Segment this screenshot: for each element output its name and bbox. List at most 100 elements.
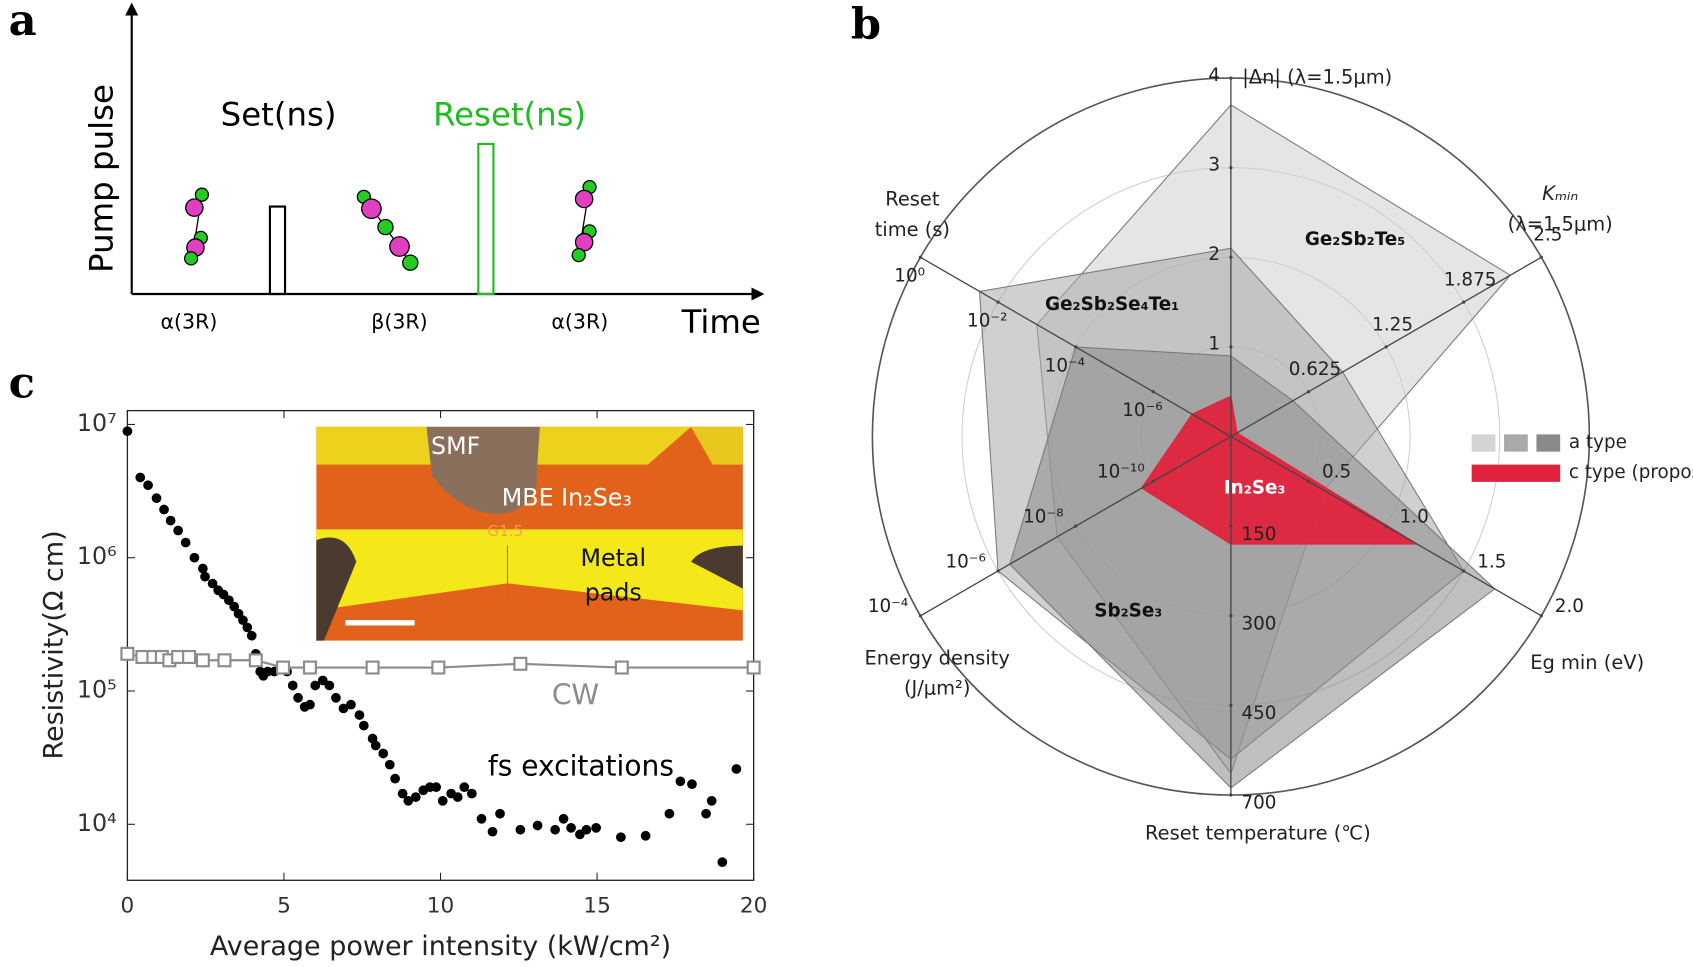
y-tick-label: 10⁶ [77, 542, 117, 570]
inset-label: MBE In₂Se₃ [502, 484, 632, 512]
data-point [302, 660, 317, 675]
data-point [287, 680, 298, 691]
data-point [495, 808, 505, 819]
data-point [581, 824, 592, 835]
panel-a: Pump pulse Time Set(ns) Reset(ns) α(3R) … [82, 2, 765, 341]
tick-mark [1151, 390, 1155, 394]
data-point [173, 525, 183, 536]
data-point [200, 571, 210, 582]
data-point [397, 788, 408, 799]
material-label: Ge₂Sb₂Te₅ [1305, 229, 1405, 250]
fiber [426, 426, 540, 514]
data-point [731, 764, 742, 774]
tick-label: 0.625 [1289, 359, 1342, 380]
data-point [324, 680, 335, 691]
tick-mark [1539, 255, 1543, 259]
data-point [566, 823, 576, 833]
tick-mark [996, 569, 1000, 573]
tick-label: 10⁻¹⁰ [1097, 462, 1145, 483]
data-point [338, 703, 349, 714]
data-point [242, 622, 253, 633]
data-point [151, 493, 162, 503]
tick-label: 10⁻⁴ [868, 596, 908, 617]
tick-label: 1.875 [1444, 270, 1497, 291]
data-point [687, 779, 697, 790]
legend-swatch [1536, 434, 1561, 452]
tick-mark [1229, 524, 1233, 528]
tick-mark [918, 255, 923, 259]
tick-label: 10⁰ [894, 266, 925, 287]
data-point [182, 649, 197, 665]
axis-label: |Δn| (λ=1.5μm) [1242, 66, 1392, 89]
tick-label: 700 [1241, 793, 1276, 814]
tick-label: 10⁻⁶ [945, 551, 985, 572]
probe [316, 537, 357, 641]
data-point [558, 813, 569, 824]
data-point [476, 813, 487, 824]
data-point [403, 795, 414, 806]
tick-label: 450 [1241, 703, 1276, 724]
material-label: Ge₂Sb₂Se₄Te₁ [1045, 294, 1179, 315]
data-point [365, 660, 380, 675]
y-tick-label: 10⁵ [77, 676, 117, 704]
data-point [746, 660, 761, 675]
phase-label: β(3R) [371, 310, 427, 334]
tick-mark [996, 300, 1000, 304]
data-point [346, 699, 356, 710]
data-point [305, 699, 315, 710]
x-tick-label: 0 [121, 894, 135, 919]
axis-label: time (s) [875, 218, 950, 241]
reset-pulse [477, 142, 495, 296]
tick-mark [1384, 524, 1388, 528]
tick-mark [1462, 569, 1466, 573]
material-label: In₂Se₃ [1224, 477, 1286, 498]
polygons [978, 104, 1512, 789]
data-point [532, 820, 543, 831]
set-label: Set(ns) [221, 96, 337, 134]
tick-mark [1229, 255, 1233, 259]
tick-label: 1.5 [1477, 551, 1506, 572]
tick-label: 2 [1208, 244, 1220, 265]
pad-top [691, 426, 743, 465]
inset-label: SMF [431, 432, 480, 460]
phase-label: α(3R) [161, 310, 218, 334]
molecule [571, 179, 597, 263]
tick-mark [1306, 390, 1311, 394]
tick-label: 10⁻⁴ [1045, 355, 1085, 376]
data-point [207, 578, 218, 589]
x-tick-label: 20 [740, 894, 767, 919]
inset-photo [316, 426, 743, 641]
data-point [189, 552, 200, 563]
x-tick-label: 5 [277, 894, 291, 919]
data-point [431, 660, 446, 675]
molecule [183, 187, 210, 266]
data-point [293, 692, 303, 703]
y-axis-label: Resistivity(Ω cm) [39, 530, 70, 759]
tick-mark [1306, 479, 1311, 483]
radar-chart: 1 2 3 4 |Δn| (λ=1.5μm) 0.625 1.25 1.875 2.5 Kₘᵢₙ (… [865, 65, 1693, 844]
data-point [466, 788, 477, 799]
x-tick-label: 10 [427, 894, 454, 919]
panel-label: c [9, 358, 35, 409]
data-point [246, 630, 257, 641]
arrow-head [125, 2, 139, 16]
metal-pad [316, 529, 743, 611]
data-point [410, 792, 421, 802]
scatter-chart: 0 5 10 15 20 10⁴ 10⁵ 10⁶ 10⁷ Average power intens… [39, 409, 768, 962]
data-point [180, 537, 191, 548]
data-point [640, 830, 651, 841]
tick-label: 10⁻⁶ [1122, 400, 1162, 421]
data-point [248, 653, 263, 668]
data-point [591, 823, 602, 833]
data-point [195, 653, 210, 668]
probe [691, 545, 743, 589]
tick-label: 1 [1208, 334, 1220, 355]
x-tick-label: 15 [583, 894, 610, 919]
data-point [276, 660, 291, 675]
data-point [331, 692, 341, 703]
tick-mark [1229, 166, 1233, 170]
panel-label: a [9, 0, 37, 46]
data-point [317, 675, 328, 686]
data-point [229, 601, 240, 612]
